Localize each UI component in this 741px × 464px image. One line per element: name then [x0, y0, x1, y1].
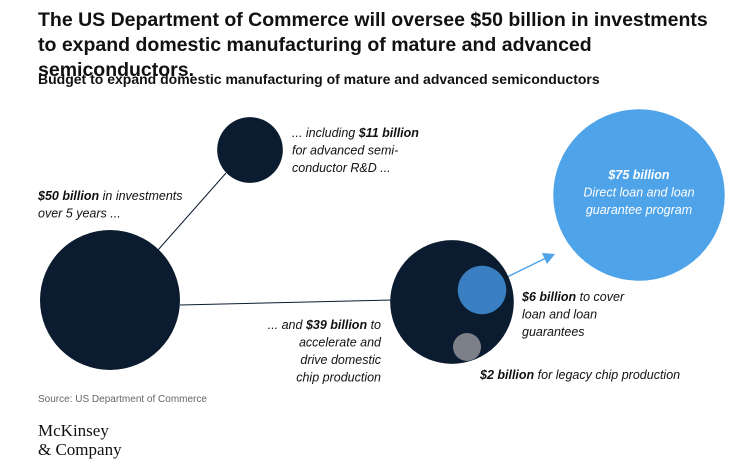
- bubble-label: drive domestic: [300, 353, 381, 367]
- bubble-label: ... including $11 billion: [292, 126, 419, 140]
- bubble-label: chip production: [296, 371, 381, 385]
- label-part: drive domestic: [300, 353, 381, 367]
- label-part: guarantee program: [586, 203, 692, 217]
- bubble-label: ... and $39 billion to: [268, 318, 381, 332]
- bubble-label: $75 billion: [607, 168, 669, 182]
- logo: McKinsey: [38, 421, 109, 440]
- bubbles: [40, 109, 725, 370]
- bubble-label: $2 billion for legacy chip production: [479, 368, 680, 382]
- bubble-label: Direct loan and loan: [583, 186, 694, 200]
- label-part: for advanced semi-: [292, 144, 398, 158]
- label-part: $11 billion: [358, 126, 420, 140]
- label-part: $2 billion: [479, 368, 535, 382]
- arrow-head: [542, 253, 555, 264]
- bubble: [217, 117, 283, 183]
- label-part: loan and loan: [522, 308, 597, 322]
- label-part: over 5 years ...: [38, 207, 121, 221]
- label-part: Direct loan and loan: [583, 186, 694, 200]
- bubble-label: over 5 years ...: [38, 207, 121, 221]
- logo: & Company: [38, 440, 122, 459]
- label-part: guarantees: [522, 325, 585, 339]
- label-part: accelerate and: [299, 336, 382, 350]
- label-part: $39 billion: [305, 318, 367, 332]
- label-part: $75 billion: [607, 168, 669, 182]
- bubble-label: for advanced semi-: [292, 144, 398, 158]
- connector: [179, 299, 394, 306]
- bubble-label: $50 billion in investments: [37, 189, 183, 203]
- connector: [157, 172, 227, 251]
- bubble-label: conductor R&D ...: [292, 161, 391, 175]
- bubble: [40, 230, 180, 370]
- label-part: $50 billion: [37, 189, 99, 203]
- label-part: for legacy chip production: [534, 368, 680, 382]
- bubble-label: accelerate and: [299, 336, 382, 350]
- label-part: to: [367, 318, 381, 332]
- bubble: [553, 109, 725, 281]
- label-part: to cover: [576, 290, 625, 304]
- title: The US Department of Commerce will overs…: [38, 9, 708, 81]
- bubble: [457, 265, 507, 315]
- label-part: ... and: [268, 318, 306, 332]
- label-part: ... including: [292, 126, 359, 140]
- label-part: $6 billion: [521, 290, 577, 304]
- label-part: conductor R&D ...: [292, 161, 391, 175]
- arrow: [504, 257, 547, 279]
- bubble-label: $6 billion to cover: [521, 290, 625, 304]
- bubble-label: guarantee program: [586, 203, 692, 217]
- label-part: chip production: [296, 371, 381, 385]
- bubble: [453, 333, 481, 361]
- subtitle: Budget to expand domestic manufacturing …: [38, 71, 600, 87]
- bubble-label: loan and loan: [522, 308, 597, 322]
- bubble-label: guarantees: [522, 325, 585, 339]
- source: Source: US Department of Commerce: [38, 394, 207, 405]
- label-part: in investments: [99, 189, 182, 203]
